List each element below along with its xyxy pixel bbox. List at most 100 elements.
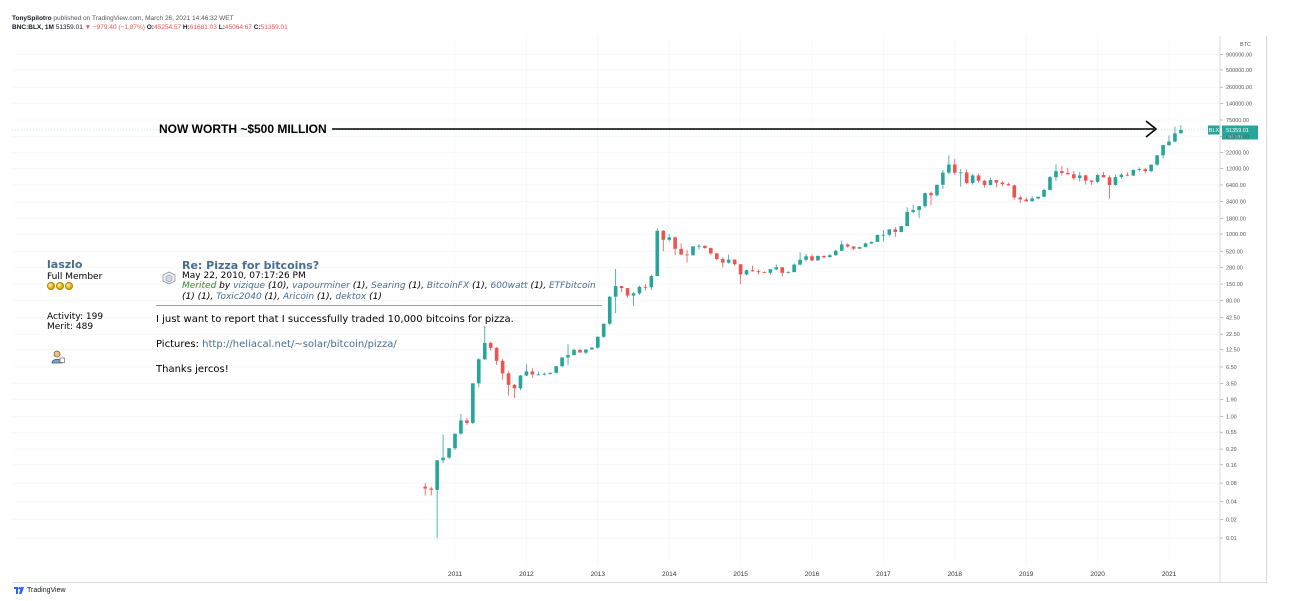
candle-up[interactable]	[726, 254, 731, 264]
candle-down[interactable]	[1066, 167, 1070, 175]
candle-down[interactable]	[1018, 195, 1023, 204]
candle-down[interactable]	[673, 236, 677, 256]
candle-up[interactable]	[596, 336, 600, 349]
candle-down[interactable]	[1125, 172, 1130, 177]
merit-user[interactable]: Searing	[371, 281, 406, 291]
candle-down[interactable]	[1089, 180, 1094, 185]
candle-down[interactable]	[465, 417, 469, 426]
pictures-link[interactable]: http://heliacal.net/~solar/bitcoin/pizza…	[202, 339, 397, 350]
candle-up[interactable]	[667, 234, 671, 242]
candle-up[interactable]	[697, 244, 701, 250]
candle-down[interactable]	[822, 255, 826, 259]
candle-up[interactable]	[1131, 169, 1136, 177]
candle-up[interactable]	[935, 184, 939, 197]
candle-up[interactable]	[828, 254, 832, 258]
candle-up[interactable]	[590, 347, 594, 350]
candle-up[interactable]	[774, 264, 779, 271]
candle-down[interactable]	[982, 179, 987, 188]
candle-up[interactable]	[839, 240, 844, 252]
candle-down[interactable]	[423, 483, 428, 496]
candle-down[interactable]	[715, 252, 719, 261]
candle-up[interactable]	[923, 192, 927, 208]
candle-up[interactable]	[542, 372, 547, 376]
author-name[interactable]: TonySpilotro	[12, 15, 52, 22]
candle-up[interactable]	[881, 230, 886, 242]
candle-up[interactable]	[857, 246, 862, 249]
candle-down[interactable]	[732, 259, 737, 266]
user-profile-icon[interactable]	[51, 350, 65, 364]
candle-down[interactable]	[750, 265, 755, 272]
candle-down[interactable]	[780, 267, 785, 277]
candle-down[interactable]	[851, 246, 856, 251]
merit-user[interactable]: 600watt	[490, 281, 528, 291]
candle-up[interactable]	[471, 383, 475, 424]
candle-up[interactable]	[607, 296, 612, 325]
candle-up[interactable]	[536, 371, 541, 376]
candle-up[interactable]	[869, 241, 874, 244]
candle-down[interactable]	[845, 243, 850, 248]
candle-up[interactable]	[899, 225, 904, 233]
candle-up[interactable]	[441, 434, 445, 464]
candle-down[interactable]	[994, 179, 999, 188]
candle-up[interactable]	[1167, 135, 1171, 146]
candle-down[interactable]	[762, 271, 767, 274]
candle-up[interactable]	[554, 365, 558, 374]
candle-up[interactable]	[768, 269, 773, 275]
candle-up[interactable]	[566, 344, 570, 366]
candle-up[interactable]	[447, 448, 451, 459]
candle-down[interactable]	[1101, 171, 1106, 178]
candle-down[interactable]	[512, 384, 517, 399]
candle-down[interactable]	[964, 169, 969, 185]
candle-down[interactable]	[578, 348, 582, 353]
candle-down[interactable]	[720, 257, 725, 268]
candle-up[interactable]	[453, 433, 457, 451]
candle-up[interactable]	[435, 460, 439, 538]
candle-up[interactable]	[459, 413, 463, 435]
merit-user[interactable]: ETFbitcoin	[548, 281, 596, 291]
candle-up[interactable]	[1077, 171, 1082, 182]
candle-up[interactable]	[911, 204, 915, 214]
candle-up[interactable]	[482, 325, 487, 360]
tradingview-logo[interactable]: TradingView	[14, 587, 66, 594]
candle-down[interactable]	[756, 269, 761, 275]
candle-up[interactable]	[792, 263, 796, 273]
candle-up[interactable]	[1179, 125, 1183, 134]
candle-down[interactable]	[976, 173, 981, 183]
candle-down[interactable]	[679, 243, 683, 256]
candle-down[interactable]	[1072, 170, 1076, 181]
candle-up[interactable]	[744, 269, 749, 276]
candle-up[interactable]	[1119, 173, 1124, 179]
candle-down[interactable]	[1000, 181, 1005, 187]
candle-up[interactable]	[524, 364, 529, 377]
candle-down[interactable]	[661, 229, 666, 252]
candle-down[interactable]	[1143, 168, 1148, 174]
candle-down[interactable]	[625, 287, 630, 298]
candle-down[interactable]	[429, 486, 434, 496]
candle-up[interactable]	[560, 356, 564, 368]
candle-down[interactable]	[500, 358, 505, 380]
candle-up[interactable]	[518, 374, 523, 391]
candle-up[interactable]	[798, 252, 802, 266]
candle-up[interactable]	[649, 274, 654, 290]
candle-up[interactable]	[833, 249, 838, 256]
candle-down[interactable]	[1012, 184, 1017, 200]
merit-user[interactable]: vizique	[233, 281, 266, 291]
candle-up[interactable]	[572, 348, 576, 356]
candle-down[interactable]	[685, 249, 689, 263]
candle-up[interactable]	[1042, 188, 1046, 198]
candle-up[interactable]	[958, 169, 963, 187]
candle-down[interactable]	[709, 247, 713, 256]
candle-up[interactable]	[1030, 196, 1034, 202]
candle-up[interactable]	[970, 174, 975, 185]
candle-up[interactable]	[941, 169, 945, 189]
candle-up[interactable]	[1173, 126, 1177, 143]
candle-up[interactable]	[631, 292, 636, 307]
candle-up[interactable]	[637, 285, 642, 295]
candle-up[interactable]	[786, 271, 791, 274]
forum-username[interactable]: laszlo	[47, 258, 83, 271]
merit-user[interactable]: dektox	[335, 292, 367, 302]
candle-up[interactable]	[905, 207, 909, 227]
candle-down[interactable]	[893, 227, 898, 237]
candle-down[interactable]	[738, 264, 743, 285]
